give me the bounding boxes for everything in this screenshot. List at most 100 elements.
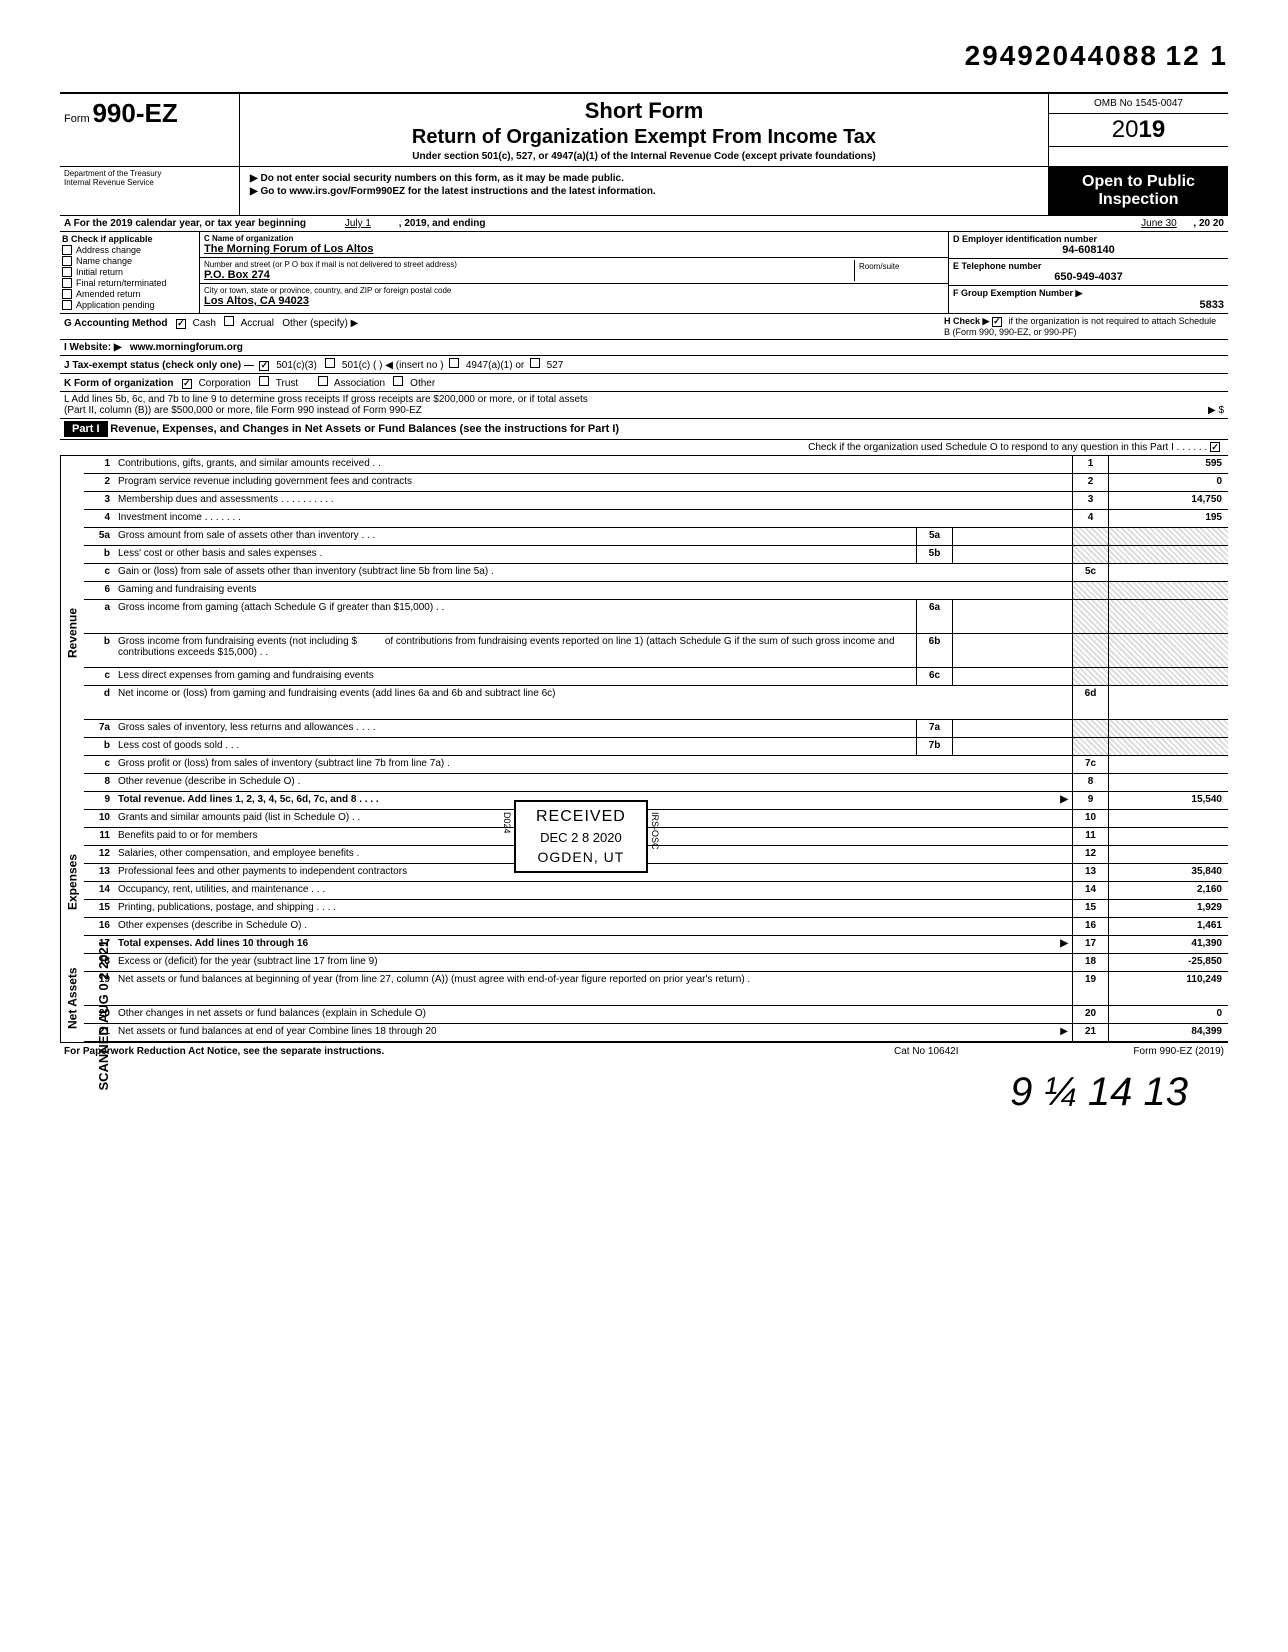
line-7a: 7a Gross sales of inventory, less return…	[84, 720, 1228, 738]
stamp-location: OGDEN, UT	[536, 849, 626, 865]
row-g: G Accounting Method Cash Accrual Other (…	[60, 314, 1228, 340]
form-number: 990-EZ	[92, 98, 177, 128]
city-value: Los Altos, CA 94023	[204, 295, 944, 307]
checkbox-icon[interactable]	[62, 278, 72, 288]
line-19: 19 Net assets or fund balances at beginn…	[84, 972, 1228, 1006]
document-id-number: 29492044088 12 1	[60, 40, 1228, 72]
ssn-note: ▶ Do not enter social security numbers o…	[250, 173, 1038, 184]
h-checkbox[interactable]	[992, 317, 1002, 327]
j-527-checkbox[interactable]	[530, 358, 540, 368]
k-other-checkbox[interactable]	[393, 376, 403, 386]
row-k: K Form of organization Corporation Trust…	[60, 374, 1228, 392]
check-final[interactable]: Final return/terminated	[62, 278, 197, 288]
checkbox-icon[interactable]	[62, 267, 72, 277]
form-number-box: Form 990-EZ	[60, 94, 240, 166]
shaded-val	[1108, 528, 1228, 545]
revenue-lines: 1 Contributions, gifts, grants, and simi…	[84, 456, 1228, 810]
form-prefix: Form	[64, 113, 90, 125]
group-value: 5833	[953, 299, 1224, 311]
k-label: K Form of organization	[64, 378, 173, 389]
h-label: H Check ▶	[944, 316, 989, 326]
stamp-received: RECEIVED	[536, 808, 626, 826]
netassets-lines: 18 Excess or (deficit) for the year (sub…	[84, 954, 1228, 1042]
k-assoc-checkbox[interactable]	[318, 376, 328, 386]
year-suffix: 19	[1139, 116, 1166, 143]
line-8: 8 Other revenue (describe in Schedule O)…	[84, 774, 1228, 792]
row-i: I Website: ▶ www.morningforum.org	[60, 340, 1228, 356]
org-name-row: C Name of organization The Morning Forum…	[200, 232, 948, 258]
j-527: 527	[547, 360, 564, 371]
row-j-left: J Tax-exempt status (check only one) — 5…	[64, 358, 1224, 371]
line-21: 21 Net assets or fund balances at end of…	[84, 1024, 1228, 1042]
line-1: 1 Contributions, gifts, grants, and simi…	[84, 456, 1228, 474]
other-label: Other (specify) ▶	[282, 318, 358, 329]
footer-paperwork: For Paperwork Reduction Act Notice, see …	[64, 1046, 894, 1057]
right-info-column: D Employer identification number 94-6081…	[948, 232, 1228, 313]
line-num: 1	[84, 456, 114, 473]
line-7c: c Gross profit or (loss) from sales of i…	[84, 756, 1228, 774]
check-initial[interactable]: Initial return	[62, 267, 197, 277]
row-i-right	[944, 342, 1224, 353]
website-value: www.morningforum.org	[130, 342, 243, 353]
stamp-side-left: D024	[502, 812, 512, 834]
accrual-label: Accrual	[241, 318, 274, 329]
k-other: Other	[410, 378, 435, 389]
line-6c: c Less direct expenses from gaming and f…	[84, 668, 1228, 686]
line-14: 14 Occupancy, rent, utilities, and maint…	[84, 882, 1228, 900]
j-501c3-checkbox[interactable]	[259, 361, 269, 371]
check-address[interactable]: Address change	[62, 245, 197, 255]
e-label: E Telephone number	[953, 261, 1224, 271]
checkbox-icon[interactable]	[62, 256, 72, 266]
open-public-badge: Open to Public Inspection	[1048, 167, 1228, 215]
cash-checkbox[interactable]	[176, 319, 186, 329]
row-a-year: , 20 20	[1193, 218, 1224, 229]
dept-box: Department of the Treasury Internal Reve…	[60, 167, 240, 215]
form-title-box: Short Form Return of Organization Exempt…	[240, 94, 1048, 166]
line-9: 9 Total revenue. Add lines 1, 2, 3, 4, 5…	[84, 792, 1228, 810]
row-k-left: K Form of organization Corporation Trust…	[64, 376, 1224, 389]
row-a-mid: , 2019, and ending	[399, 218, 486, 229]
row-a-label: A For the 2019 calendar year, or tax yea…	[64, 218, 306, 229]
phone-row: E Telephone number 650-949-4037	[949, 259, 1228, 286]
shaded-box	[1072, 528, 1108, 545]
row-l-arrow: ▶ $	[1208, 405, 1224, 416]
k-trust-checkbox[interactable]	[259, 376, 269, 386]
omb-number: OMB No 1545-0047	[1049, 94, 1228, 114]
check-amended[interactable]: Amended return	[62, 289, 197, 299]
row-l-text1: L Add lines 5b, 6c, and 7b to line 9 to …	[64, 394, 1224, 405]
line-4: 4 Investment income . . . . . . . 4 195	[84, 510, 1228, 528]
line-15: 15 Printing, publications, postage, and …	[84, 900, 1228, 918]
accrual-checkbox[interactable]	[224, 316, 234, 326]
stamp-date: DEC 2 8 2020	[536, 830, 626, 845]
checkbox-icon[interactable]	[62, 245, 72, 255]
street-value: P.O. Box 274	[204, 269, 854, 281]
k-trust: Trust	[276, 378, 298, 389]
line-val: 595	[1108, 456, 1228, 473]
j-4947-checkbox[interactable]	[449, 358, 459, 368]
part1-check-text: Check if the organization used Schedule …	[808, 442, 1174, 453]
k-corp-checkbox[interactable]	[182, 379, 192, 389]
line-5a: 5a Gross amount from sale of assets othe…	[84, 528, 1228, 546]
part1-checkbox[interactable]	[1210, 442, 1220, 452]
check-name[interactable]: Name change	[62, 256, 197, 266]
check-pending[interactable]: Application pending	[62, 300, 197, 310]
footer: For Paperwork Reduction Act Notice, see …	[60, 1042, 1228, 1060]
dept-treasury: Department of the Treasury	[64, 169, 235, 178]
d-label: D Employer identification number	[953, 234, 1224, 244]
f-label: F Group Exemption Number ▶	[953, 288, 1082, 298]
checkbox-icon[interactable]	[62, 300, 72, 310]
checkbox-icon[interactable]	[62, 289, 72, 299]
city-label: City or town, state or province, country…	[204, 286, 944, 295]
row-a-tax-year: A For the 2019 calendar year, or tax yea…	[60, 216, 1228, 232]
j-501c-checkbox[interactable]	[325, 358, 335, 368]
phone-value: 650-949-4037	[953, 271, 1224, 283]
tax-year: 2019	[1049, 114, 1228, 147]
k-assoc: Association	[334, 378, 385, 389]
form-meta-box: OMB No 1545-0047 2019	[1048, 94, 1228, 166]
year-prefix: 20	[1112, 116, 1139, 143]
check-column: B Check if applicable Address change Nam…	[60, 232, 200, 313]
part1-label: Part I	[64, 421, 108, 437]
j-4947: 4947(a)(1) or	[466, 360, 524, 371]
line-6a: a Gross income from gaming (attach Sched…	[84, 600, 1228, 634]
line-3: 3 Membership dues and assessments . . . …	[84, 492, 1228, 510]
